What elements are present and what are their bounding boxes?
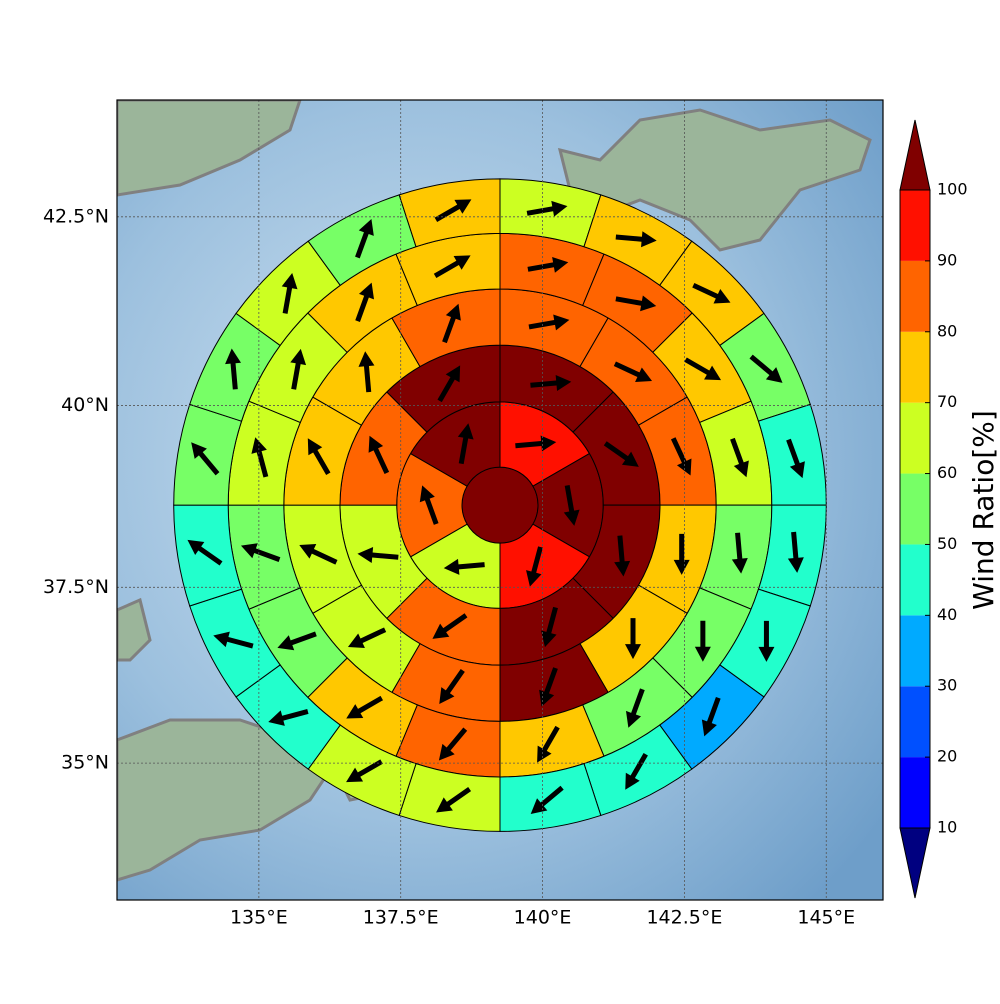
wind-arrow bbox=[615, 231, 657, 248]
colorbar-band bbox=[900, 615, 930, 687]
wind-arrow bbox=[277, 631, 317, 651]
wind-arrow bbox=[355, 282, 375, 322]
x-tick-label: 137.5°E bbox=[363, 907, 439, 929]
y-tick-label: 42.5°N bbox=[43, 205, 109, 227]
graticule bbox=[117, 100, 883, 900]
y-tick-label: 35°N bbox=[61, 752, 109, 774]
wind-arrow bbox=[670, 437, 692, 476]
wind-arrow bbox=[625, 688, 645, 728]
wind-arrow bbox=[526, 546, 543, 587]
colorbar-tick-label: 40 bbox=[937, 605, 957, 624]
colorbar-band bbox=[900, 331, 930, 403]
wind-arrow bbox=[433, 255, 471, 279]
wind-arrow bbox=[615, 295, 657, 312]
wind-arrow bbox=[443, 558, 485, 575]
wind-arrow bbox=[515, 435, 557, 452]
colorbar-tick-label: 70 bbox=[937, 392, 957, 411]
wind-arrow bbox=[346, 695, 384, 719]
wind-arrow bbox=[731, 532, 748, 574]
colorbar-extend-max bbox=[899, 119, 931, 191]
wind-arrow bbox=[432, 613, 468, 639]
wind-arrow bbox=[528, 314, 570, 331]
wind-arrow bbox=[527, 256, 569, 273]
wind-arrow bbox=[613, 361, 653, 382]
colorbar-tick-label: 80 bbox=[937, 321, 957, 340]
y-tick-label: 40°N bbox=[61, 394, 109, 416]
wind-arrow bbox=[758, 620, 775, 662]
wind-arrow bbox=[436, 786, 472, 813]
colorbar-tick-label: 30 bbox=[937, 676, 957, 695]
colorbar-tick-label: 50 bbox=[937, 534, 957, 553]
wind-arrow bbox=[701, 696, 721, 737]
colorbar-band bbox=[900, 402, 930, 474]
colorbar-band bbox=[900, 686, 930, 758]
colorbar-tick-label: 90 bbox=[937, 250, 957, 269]
colorbar-tick-label: 20 bbox=[937, 747, 957, 766]
wind-arrow bbox=[694, 620, 711, 662]
wind-arrow bbox=[625, 753, 648, 790]
wind-arrow bbox=[268, 709, 309, 726]
wind-arrow bbox=[437, 365, 461, 403]
wind-arrow bbox=[457, 423, 474, 465]
wind-arrow bbox=[787, 531, 804, 573]
wind-arrow bbox=[191, 442, 220, 476]
wind-arrow bbox=[526, 200, 568, 217]
sector-wheel bbox=[173, 178, 827, 832]
colorbar-band bbox=[900, 260, 930, 332]
wind-arrow bbox=[530, 375, 572, 391]
x-tick-label: 142.5°E bbox=[646, 907, 722, 929]
wind-arrow bbox=[434, 199, 472, 222]
colorbar-band bbox=[900, 544, 930, 616]
wind-arrow bbox=[442, 303, 461, 344]
x-tick-label: 145°E bbox=[797, 907, 855, 929]
wind-arrow bbox=[225, 348, 242, 390]
colorbar-tick-label: 100 bbox=[937, 180, 968, 199]
wind-arrow bbox=[187, 539, 223, 566]
wind-arrow bbox=[213, 631, 254, 649]
wind-arrow bbox=[346, 759, 383, 783]
wind-arrow bbox=[684, 357, 722, 381]
x-tick-label: 140°E bbox=[514, 907, 572, 929]
colorbar-label: Wind Ratio[%] bbox=[967, 410, 1000, 610]
wind-arrow bbox=[299, 544, 338, 565]
wind-arrow bbox=[530, 785, 564, 815]
wind-arrow bbox=[251, 437, 269, 478]
wind-arrow bbox=[347, 627, 387, 648]
wind-arrow bbox=[614, 535, 631, 577]
wind-arrow bbox=[786, 438, 805, 479]
wind-arrow bbox=[438, 727, 468, 761]
y-tick-label: 37.5°N bbox=[43, 576, 109, 598]
colorbar-band bbox=[900, 190, 930, 261]
x-tick-label: 135°E bbox=[230, 907, 288, 929]
colorbar-tick-label: 60 bbox=[937, 463, 957, 482]
wind-arrow bbox=[603, 441, 639, 467]
wind-arrow bbox=[673, 533, 690, 575]
wind-arrow bbox=[307, 438, 331, 476]
wind-arrow bbox=[419, 485, 439, 525]
colorbar-frame bbox=[899, 189, 931, 829]
wind-arrow bbox=[240, 543, 281, 562]
colorbar: 10 20 30 40 50 60 70 80 90 100 bbox=[899, 119, 968, 899]
wind-arrow bbox=[355, 218, 374, 259]
colorbar-band bbox=[900, 757, 930, 828]
wind-arrow bbox=[281, 273, 298, 314]
wind-arrow bbox=[541, 606, 558, 648]
wind-arrow bbox=[730, 437, 749, 478]
colorbar-extend-min bbox=[899, 827, 931, 899]
wind-arrow bbox=[439, 669, 465, 705]
wind-arrow bbox=[692, 283, 731, 304]
wind-arrow bbox=[563, 485, 580, 526]
wind-arrow bbox=[539, 667, 558, 707]
wind-arrow bbox=[357, 547, 399, 563]
colorbar-tick-label: 10 bbox=[937, 818, 957, 837]
wind-arrow bbox=[358, 351, 375, 393]
plot-frame bbox=[116, 99, 884, 901]
wind-arrow bbox=[368, 435, 390, 474]
colorbar-band bbox=[900, 473, 930, 545]
wind-arrow bbox=[749, 354, 783, 383]
wind-arrow bbox=[290, 348, 307, 390]
wind-arrow bbox=[625, 618, 642, 660]
